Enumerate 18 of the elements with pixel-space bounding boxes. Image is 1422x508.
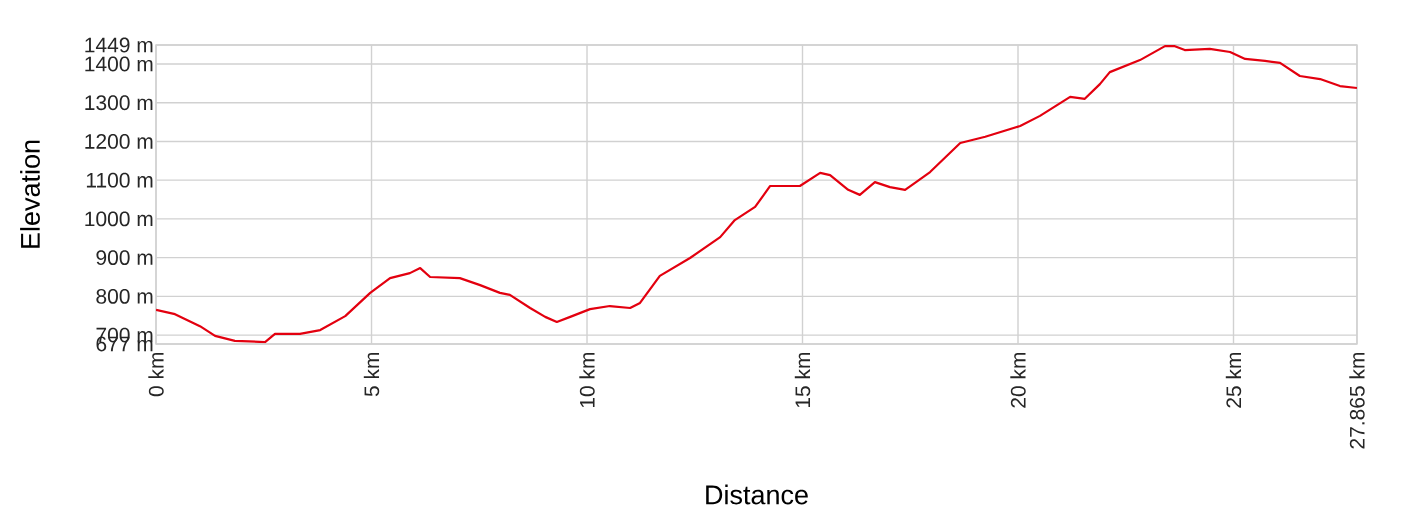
x-axis-title: Distance: [706, 484, 808, 505]
x-tick-label: 25 km: [1225, 352, 1242, 408]
y-tick-label: 1200 m: [85, 134, 153, 149]
y-axis-title: Elevation: [20, 140, 40, 248]
y-tick-label: 1100 m: [86, 172, 153, 188]
x-tick-label: 10 km: [579, 352, 595, 408]
y-tick-label: 900 m: [96, 250, 153, 266]
y-tick-label: 800 m: [96, 288, 153, 304]
x-tick-label: 15 km: [794, 352, 811, 408]
x-tick-label: 20 km: [1010, 352, 1026, 408]
x-tick-label: 27.865 km: [1349, 352, 1365, 449]
x-tick-label: 0 km: [148, 352, 164, 397]
y-tick-label: 1449 m: [85, 37, 153, 53]
x-tick-label: 5 km: [363, 352, 380, 397]
y-tick-label: 1400 m: [85, 56, 153, 72]
line-series: [156, 45, 1357, 344]
y-tick-label: 1000 m: [85, 211, 153, 227]
y-tick-label: 1300 m: [85, 95, 153, 111]
